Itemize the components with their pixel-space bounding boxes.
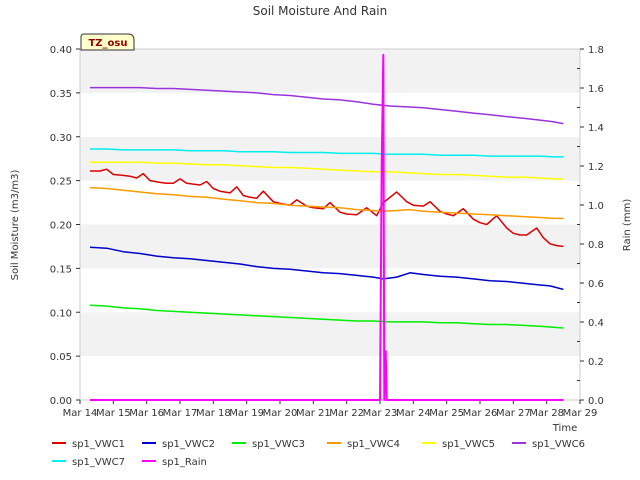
x-tick-label: Mar 16 bbox=[129, 408, 164, 419]
y-left-tick-label: 0.40 bbox=[50, 45, 72, 56]
series-line-sp1-vwc5 bbox=[90, 161, 564, 180]
x-tick-label: Mar 14 bbox=[63, 408, 98, 419]
y-left-tick-label: 0.20 bbox=[50, 221, 72, 232]
y-right-tick-label: 1.8 bbox=[588, 45, 604, 56]
x-tick-label: Mar 23 bbox=[363, 408, 398, 419]
legend-item: sp1_VWC4 bbox=[327, 439, 400, 450]
series-line-sp1-vwc4 bbox=[89, 186, 564, 220]
x-tick-label: Mar 17 bbox=[163, 408, 198, 419]
y-left-tick-label: 0.15 bbox=[50, 264, 72, 275]
y-left-tick-label: 0.10 bbox=[50, 308, 72, 319]
y-left-tick-label: 0.35 bbox=[50, 89, 72, 100]
legend-item: sp1_VWC2 bbox=[142, 439, 215, 450]
series-line-sp1-rain bbox=[90, 53, 564, 401]
y-right-tick-label: 1.0 bbox=[588, 201, 604, 212]
plot-background-bands bbox=[80, 49, 580, 400]
grid-band bbox=[80, 356, 580, 400]
y-axis-right-label: Rain (mm) bbox=[622, 199, 633, 252]
grid-band bbox=[80, 312, 580, 357]
grid-band bbox=[80, 49, 580, 93]
y-left-tick-label: 0.30 bbox=[50, 133, 72, 144]
x-tick-label: Mar 27 bbox=[496, 408, 531, 419]
series-line-sp1-vwc6 bbox=[90, 86, 564, 125]
site-label-box: TZ_osu bbox=[80, 33, 135, 51]
legend-label: sp1_VWC1 bbox=[72, 439, 125, 450]
x-tick-label: Mar 28 bbox=[529, 408, 564, 419]
legend-label: sp1_VWC2 bbox=[162, 439, 215, 450]
y-right-tick-label: 0.0 bbox=[588, 396, 604, 407]
series-line-sp1-vwc7 bbox=[90, 148, 564, 158]
x-tick-label: Mar 25 bbox=[429, 408, 464, 419]
x-tick-label: Mar 24 bbox=[396, 408, 431, 419]
grid-band bbox=[80, 268, 580, 313]
legend-item: sp1_Rain bbox=[142, 457, 207, 468]
x-tick-label: Mar 21 bbox=[296, 408, 331, 419]
y-right-tick-label: 0.6 bbox=[588, 279, 604, 290]
chart-title: Soil Moisture And Rain bbox=[253, 4, 388, 18]
y-right-tick-label: 0.8 bbox=[588, 240, 604, 251]
legend-item: sp1_VWC3 bbox=[232, 439, 305, 450]
legend-label: sp1_VWC5 bbox=[442, 439, 495, 450]
y-right-tick-label: 0.4 bbox=[588, 318, 604, 329]
x-tick-label: Mar 29 bbox=[563, 408, 598, 419]
y-right-tick-label: 1.2 bbox=[588, 162, 604, 173]
x-tick-label: Mar 26 bbox=[463, 408, 498, 419]
legend: sp1_VWC1 sp1_VWC2 sp1_VWC3 sp1_VWC4 sp1_VWC5… bbox=[52, 439, 585, 468]
x-tick-label: Mar 15 bbox=[96, 408, 131, 419]
y-right-tick-label: 1.4 bbox=[588, 123, 604, 134]
x-tick-label: Mar 19 bbox=[229, 408, 264, 419]
legend-label: sp1_VWC7 bbox=[72, 457, 125, 468]
x-tick-label: Mar 20 bbox=[263, 408, 298, 419]
site-label: TZ_osu bbox=[88, 38, 127, 49]
grid-band bbox=[80, 136, 580, 181]
legend-item: sp1_VWC6 bbox=[512, 439, 585, 450]
x-tick-label: Mar 22 bbox=[329, 408, 364, 419]
legend-label: sp1_Rain bbox=[162, 457, 207, 468]
y-left-tick-label: 0.00 bbox=[50, 396, 72, 407]
legend-label: sp1_VWC3 bbox=[252, 439, 305, 450]
y-axis-left-label: Soil Moisture (m3/m3) bbox=[10, 170, 21, 281]
y-left-tick-label: 0.25 bbox=[50, 177, 72, 188]
legend-item: sp1_VWC7 bbox=[52, 457, 125, 468]
x-tick-label: Mar 18 bbox=[196, 408, 231, 419]
legend-label: sp1_VWC4 bbox=[347, 439, 400, 450]
legend-item: sp1_VWC1 bbox=[52, 439, 125, 450]
x-axis-label: Time bbox=[552, 423, 577, 434]
grid-band bbox=[80, 224, 580, 269]
y-right-tick-label: 0.2 bbox=[588, 357, 604, 368]
y-left-tick-label: 0.05 bbox=[50, 352, 72, 363]
y-right-tick-label: 1.6 bbox=[588, 84, 604, 95]
series-lines bbox=[89, 53, 564, 401]
legend-label: sp1_VWC6 bbox=[532, 439, 585, 450]
y-axis-right: 0.0 0.2 0.4 0.6 0.8 1.0 1.2 1.4 1.6 1.8 bbox=[577, 45, 604, 407]
series-line-sp1-vwc2 bbox=[89, 246, 564, 291]
series-line-sp1-vwc1 bbox=[90, 168, 564, 248]
legend-item: sp1_VWC5 bbox=[422, 439, 495, 450]
y-axis-left: 0.00 0.05 0.10 0.15 0.20 0.25 0.30 0.35 0.40 bbox=[50, 45, 80, 407]
series-line-sp1-vwc3 bbox=[89, 304, 564, 329]
